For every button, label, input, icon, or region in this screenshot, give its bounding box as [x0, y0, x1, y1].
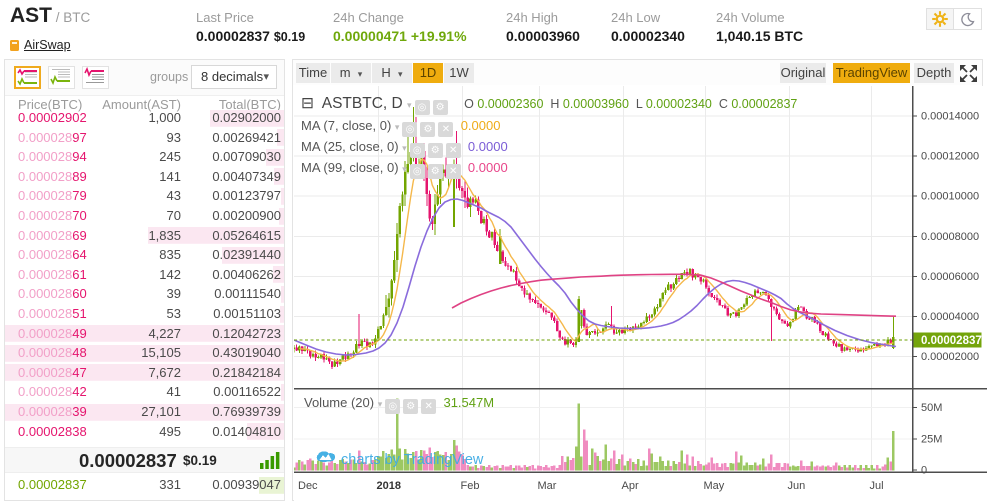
- svg-text:0.00002837: 0.00002837: [921, 335, 982, 347]
- svg-text:0: 0: [921, 465, 927, 477]
- svg-text:0.00012000: 0.00012000: [921, 151, 979, 163]
- svg-text:0.00004000: 0.00004000: [921, 311, 979, 323]
- svg-text:Dec: Dec: [298, 480, 318, 492]
- svg-text:0.00006000: 0.00006000: [921, 271, 979, 283]
- svg-text:charts by TradingView: charts by TradingView: [341, 452, 484, 468]
- svg-text:0.00014000: 0.00014000: [921, 110, 979, 122]
- svg-text:Apr: Apr: [622, 480, 639, 492]
- svg-text:2018: 2018: [377, 480, 401, 492]
- svg-text:0.00008000: 0.00008000: [921, 231, 979, 243]
- svg-text:Feb: Feb: [461, 480, 480, 492]
- svg-text:50M: 50M: [921, 402, 942, 414]
- svg-text:Jun: Jun: [788, 480, 806, 492]
- svg-text:Mar: Mar: [538, 480, 557, 492]
- svg-text:25M: 25M: [921, 433, 942, 445]
- svg-text:0.00002000: 0.00002000: [921, 351, 979, 363]
- svg-text:May: May: [704, 480, 725, 492]
- svg-text:Jul: Jul: [870, 480, 884, 492]
- svg-text:0.00010000: 0.00010000: [921, 191, 979, 203]
